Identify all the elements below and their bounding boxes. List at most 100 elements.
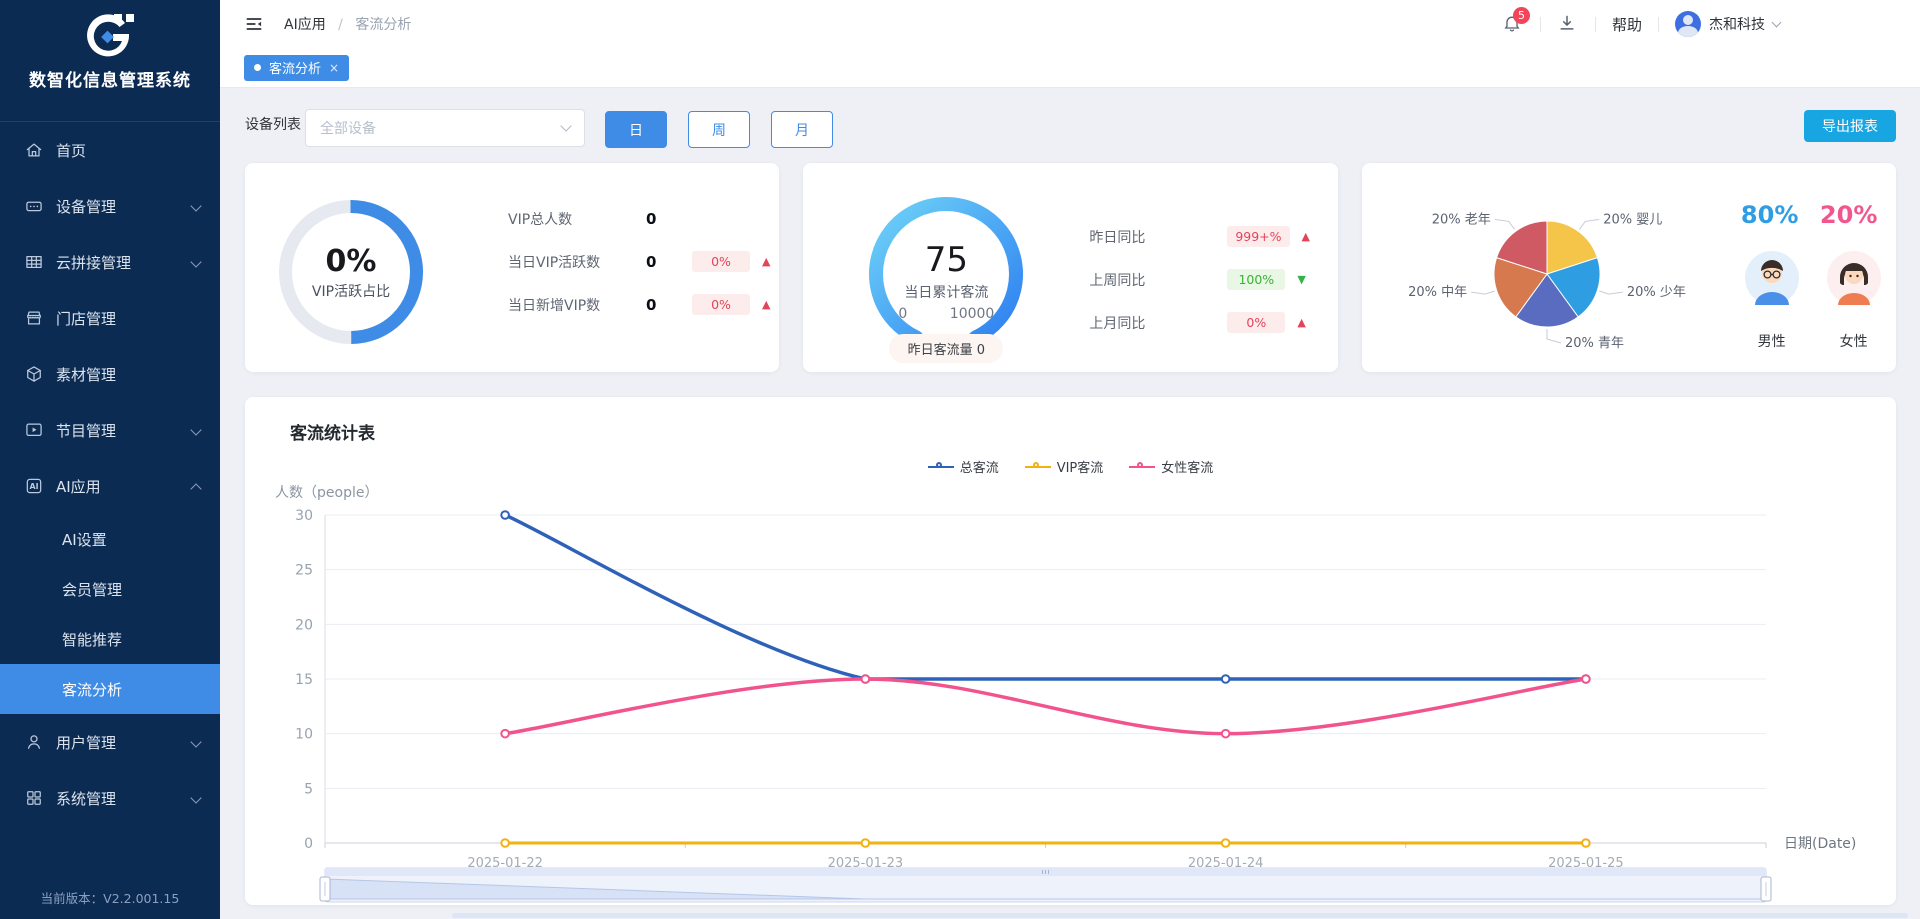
stat-row: 当日VIP活跃数 0 0% ▲ xyxy=(508,240,770,283)
sidebar-subitem-智能推荐[interactable]: 智能推荐 xyxy=(0,614,220,664)
daily-traffic-caption: 当日累计客流 xyxy=(904,285,989,301)
demographic-card: 20% 婴儿 20% 少年 20% 青年 20% 中年 20% 老年 80% 20% xyxy=(1361,163,1896,372)
user-avatar xyxy=(1675,11,1701,37)
female-percent: 20% xyxy=(1819,201,1878,229)
breadcrumb: AI应用 / 客流分析 xyxy=(284,14,411,34)
logo-block: 数智化信息管理系统 xyxy=(0,10,220,122)
notifications-button[interactable]: 5 xyxy=(1502,7,1530,35)
sidebar: 数智化信息管理系统 首页 设备管理 云拼接管理 门店管理 素材管理 节目管理 AI AI应用 A… xyxy=(0,0,220,919)
pie-leader-line xyxy=(1470,290,1495,295)
chevron-down-icon xyxy=(190,200,202,212)
sidebar-item-云拼接管理[interactable]: 云拼接管理 xyxy=(0,234,220,290)
help-link[interactable]: 帮助 xyxy=(1611,15,1642,34)
chevron-down-icon xyxy=(190,792,202,804)
legend-item-总客流[interactable]: 总客流 xyxy=(927,457,999,476)
y-tick-label: 0 xyxy=(304,836,313,852)
sidebar-item-label: 用户管理 xyxy=(56,733,117,752)
pie-slice-label: 20% 婴儿 xyxy=(1603,212,1662,227)
daily-traffic-value: 75 xyxy=(924,240,968,280)
data-point xyxy=(500,728,510,739)
pie-slice-label: 20% 老年 xyxy=(1431,212,1490,227)
sidebar-item-节目管理[interactable]: 节目管理 xyxy=(0,402,220,458)
traffic-chart-card: 客流统计表 总客流 VIP客流 女性客流 0 5 10 15 20 25 30 人数（people… xyxy=(245,397,1896,905)
sidebar-subitem-客流分析[interactable]: 客流分析 xyxy=(0,664,220,714)
period-button-周[interactable]: 周 xyxy=(688,111,750,148)
download-icon[interactable] xyxy=(1557,13,1579,35)
home-icon xyxy=(24,140,44,160)
breadcrumb-parent[interactable]: AI应用 xyxy=(284,17,326,33)
vip-donut-chart: 0% VIP活跃占比 xyxy=(279,200,423,344)
traffic-gauge-card: 75 当日累计客流 0 10000 昨日客流量 0 昨日同比 999+% ▲ 上周同比… xyxy=(803,163,1338,372)
sidebar-item-素材管理[interactable]: 素材管理 xyxy=(0,346,220,402)
material-icon xyxy=(24,364,44,384)
sidebar-item-用户管理[interactable]: 用户管理 xyxy=(0,714,220,770)
legend-item-VIP客流[interactable]: VIP客流 xyxy=(1024,457,1104,476)
chevron-down-icon xyxy=(560,120,572,132)
stat-row: 上周同比 100% ▼ xyxy=(1089,258,1310,301)
y-tick-label: 15 xyxy=(295,672,313,688)
period-button-月[interactable]: 月 xyxy=(771,111,833,148)
daily-traffic-gauge: 75 当日累计客流 0 10000 xyxy=(862,190,1030,358)
notification-count-badge: 5 xyxy=(1512,7,1530,24)
sidebar-item-label: 门店管理 xyxy=(56,309,117,328)
gender-block: 80% 20% xyxy=(1362,163,1896,372)
x-axis-name: 日期(Date) xyxy=(1784,836,1856,852)
period-button-日[interactable]: 日 xyxy=(605,111,667,148)
data-point xyxy=(1581,674,1591,684)
horizontal-scrollbar[interactable] xyxy=(440,912,1920,919)
stat-row: 昨日同比 999+% ▲ xyxy=(1089,215,1310,258)
export-report-button[interactable]: 导出报表 xyxy=(1804,110,1896,142)
topbar-divider xyxy=(1658,16,1659,32)
sidebar-subitem-会员管理[interactable]: 会员管理 xyxy=(0,564,220,614)
stat-change-badge: 0% xyxy=(692,251,750,272)
y-axis-name: 人数（people） xyxy=(275,485,378,501)
sidebar-collapse-icon[interactable] xyxy=(244,14,264,34)
sidebar-subitem-label: AI设置 xyxy=(62,530,107,549)
sidebar-item-AI应用[interactable]: AI AI应用 xyxy=(0,458,220,514)
topbar-divider xyxy=(1539,16,1541,32)
tab-traffic-analysis[interactable]: 客流分析 × xyxy=(244,54,350,81)
chevron-down-icon xyxy=(190,736,202,748)
sidebar-item-label: 云拼接管理 xyxy=(56,253,132,272)
sidebar-item-系统管理[interactable]: 系统管理 xyxy=(0,770,220,826)
user-menu[interactable]: 杰和科技 xyxy=(1675,11,1782,37)
chevron-up-icon xyxy=(190,483,202,495)
device-select-placeholder: 全部设备 xyxy=(320,121,376,137)
topbar: AI应用 / 客流分析 5 帮助 xyxy=(220,0,1920,48)
legend-item-女性客流[interactable]: 女性客流 xyxy=(1129,457,1213,476)
y-tick-label: 5 xyxy=(304,781,313,797)
stat-label: 上周同比 xyxy=(1089,272,1146,289)
sidebar-item-首页[interactable]: 首页 xyxy=(0,122,220,178)
sidebar-subitem-AI设置[interactable]: AI设置 xyxy=(0,514,220,564)
legend-marker-icon xyxy=(1129,461,1156,468)
data-point xyxy=(1220,674,1231,684)
tab-active-dot-icon xyxy=(254,64,261,71)
user-name: 杰和科技 xyxy=(1709,17,1765,33)
sidebar-item-设备管理[interactable]: 设备管理 xyxy=(0,178,220,234)
sidebar-subitem-label: 智能推荐 xyxy=(62,630,123,649)
series-line-总客流 xyxy=(503,513,1588,681)
splice-icon xyxy=(24,252,44,272)
legend-label: VIP客流 xyxy=(1056,461,1104,476)
legend-label: 女性客流 xyxy=(1161,461,1214,476)
sidebar-item-label: AI应用 xyxy=(56,477,101,496)
tab-bar: 客流分析 × xyxy=(220,48,1920,88)
chevron-down-icon xyxy=(190,424,202,436)
sidebar-item-门店管理[interactable]: 门店管理 xyxy=(0,290,220,346)
x-tick-label: 2025-01-23 xyxy=(828,856,904,871)
series-line-女性客流 xyxy=(503,677,1588,736)
tab-close-icon[interactable]: × xyxy=(329,60,340,75)
chart-title: 客流统计表 xyxy=(290,424,375,444)
vip-active-caption: VIP活跃占比 xyxy=(311,283,391,300)
pie-slice-label: 20% 少年 xyxy=(1626,285,1685,300)
arrow-up-icon: ▲ xyxy=(1301,230,1311,243)
traffic-line-chart: 0 5 10 15 20 25 30 人数（people） 日期(Date) 2025-01-22… xyxy=(275,485,1856,903)
pie-slice-label: 20% 中年 xyxy=(1408,285,1467,300)
device-select[interactable]: 全部设备 xyxy=(305,109,585,147)
pie-slice xyxy=(1495,220,1548,275)
arrow-up-icon: ▲ xyxy=(762,298,771,311)
male-percent: 80% xyxy=(1740,201,1799,229)
topbar-actions: 5 帮助 杰和科技 xyxy=(1502,7,1782,37)
stat-label: 上月同比 xyxy=(1089,315,1146,332)
